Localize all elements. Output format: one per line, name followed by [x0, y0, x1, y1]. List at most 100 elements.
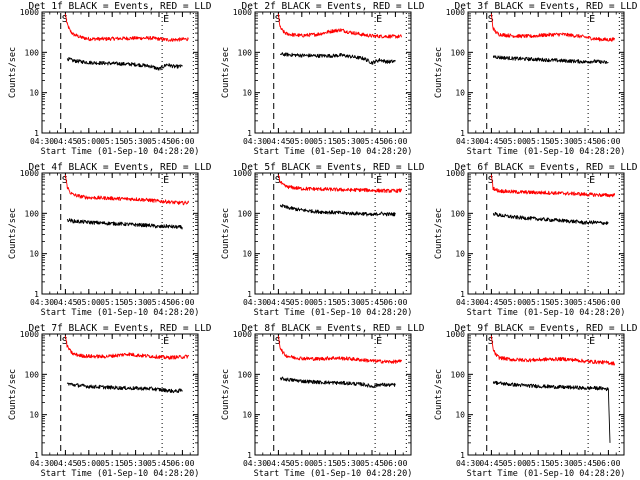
y-tick-label: 10: [242, 411, 252, 420]
plot-title: Det 6f BLACK = Events, RED = LLD: [454, 162, 637, 173]
y-tick-label: 100: [451, 48, 466, 57]
subplot-det-9: Det 9f BLACK = Events, RED = LLD 1 10 100 10…: [434, 323, 638, 479]
series-events-black: [492, 212, 609, 226]
marker-label-S: S: [275, 175, 281, 186]
x-axis-label: Start Time (01-Sep-10 04:28:20): [254, 308, 413, 318]
series-events-black: [492, 380, 611, 443]
y-tick-label: 10: [455, 250, 465, 259]
x-axis-label: Start Time (01-Sep-10 04:28:20): [41, 308, 200, 318]
x-tick-label: 05:30: [124, 459, 148, 468]
y-tick-label: 1000: [446, 8, 465, 17]
y-tick-label: 1: [247, 129, 252, 138]
x-tick-label: 05:30: [337, 459, 361, 468]
y-tick-label: 100: [238, 48, 253, 57]
x-tick-label: 06:00: [596, 137, 620, 146]
x-tick-label: 05:30: [124, 298, 148, 307]
y-tick-label: 10: [29, 250, 39, 259]
x-tick-label: 05:15: [313, 137, 337, 146]
y-tick-label: 100: [238, 370, 253, 379]
y-axis-label: Counts/sec: [434, 208, 444, 259]
plot-frame: [41, 333, 199, 456]
y-tick-label: 1000: [446, 169, 465, 178]
x-tick-label: 05:45: [360, 298, 384, 307]
y-tick-label: 10: [242, 89, 252, 98]
series-lld-red: [64, 174, 190, 206]
series-lld-red: [277, 13, 403, 39]
y-axis-label: Counts/sec: [221, 369, 231, 420]
x-tick-label: 04:45: [266, 459, 290, 468]
y-tick-label: 10: [29, 411, 39, 420]
x-tick-label: 04:45: [266, 137, 290, 146]
x-tick-label: 05:30: [124, 137, 148, 146]
x-tick-label: 05:15: [313, 298, 337, 307]
y-axis-label: Counts/sec: [8, 208, 18, 259]
marker-label-E: E: [376, 336, 382, 347]
y-axis-label: Counts/sec: [221, 47, 231, 98]
x-tick-label: 04:45: [53, 137, 77, 146]
plot-frame: [41, 11, 199, 134]
x-tick-label: 06:00: [596, 298, 620, 307]
series-events-black: [279, 376, 396, 389]
y-tick-label: 1000: [446, 330, 465, 339]
x-axis-label: Start Time (01-Sep-10 04:28:20): [467, 469, 626, 479]
y-axis-label: Counts/sec: [8, 369, 18, 420]
x-axis-label: Start Time (01-Sep-10 04:28:20): [41, 147, 200, 157]
x-axis-label: Start Time (01-Sep-10 04:28:20): [254, 147, 413, 157]
plot-frame: [254, 333, 412, 456]
x-tick-label: 05:30: [337, 137, 361, 146]
subplot-det-5: Det 5f BLACK = Events, RED = LLD 1 10 100 10…: [221, 162, 425, 318]
x-tick-label: 05:15: [100, 298, 124, 307]
x-tick-label: 04:30: [30, 298, 54, 307]
x-tick-label: 06:00: [170, 298, 194, 307]
series-lld-red: [277, 335, 403, 364]
marker-label-E: E: [376, 14, 382, 25]
x-tick-label: 04:45: [53, 459, 77, 468]
marker-label-E: E: [163, 175, 169, 186]
x-tick-label: 04:30: [30, 459, 54, 468]
series-events-black: [66, 218, 183, 230]
x-axis-label: Start Time (01-Sep-10 04:28:20): [467, 147, 626, 157]
y-tick-label: 1000: [233, 330, 252, 339]
series-events-black: [279, 203, 396, 217]
x-tick-label: 05:15: [526, 459, 550, 468]
x-tick-label: 06:00: [170, 459, 194, 468]
x-tick-label: 05:45: [573, 459, 597, 468]
x-axis-label: Start Time (01-Sep-10 04:28:20): [254, 469, 413, 479]
x-tick-label: 05:15: [526, 137, 550, 146]
x-tick-label: 06:00: [170, 137, 194, 146]
subplot-det-6: Det 6f BLACK = Events, RED = LLD 1 10 100 10…: [434, 162, 638, 318]
y-tick-label: 10: [455, 411, 465, 420]
x-tick-label: 05:00: [290, 298, 314, 307]
x-tick-label: 05:15: [100, 137, 124, 146]
y-tick-label: 1: [247, 451, 252, 460]
plot-frame: [254, 172, 412, 295]
y-tick-label: 1: [34, 129, 39, 138]
plot-frame: [467, 11, 625, 134]
subplot-det-8: Det 8f BLACK = Events, RED = LLD 1 10 100 10…: [221, 323, 425, 479]
x-tick-label: 06:00: [383, 298, 407, 307]
y-tick-label: 1: [247, 290, 252, 299]
x-tick-label: 05:00: [290, 459, 314, 468]
plot-title: Det 1f BLACK = Events, RED = LLD: [28, 1, 211, 12]
x-tick-label: 05:00: [503, 298, 527, 307]
y-tick-label: 100: [238, 209, 253, 218]
plot-title: Det 4f BLACK = Events, RED = LLD: [28, 162, 211, 173]
y-tick-label: 1000: [20, 8, 39, 17]
marker-label-S: S: [62, 336, 68, 347]
y-tick-label: 100: [25, 209, 40, 218]
x-tick-label: 04:30: [30, 137, 54, 146]
x-tick-label: 04:30: [456, 298, 480, 307]
subplot-det-1: Det 1f BLACK = Events, RED = LLD 1 10 100 10…: [8, 1, 212, 157]
x-tick-label: 04:30: [243, 137, 267, 146]
series-events-black: [279, 52, 396, 65]
x-tick-label: 05:00: [77, 459, 101, 468]
x-tick-label: 05:45: [147, 137, 171, 146]
x-tick-label: 04:45: [53, 298, 77, 307]
y-tick-label: 10: [29, 89, 39, 98]
x-axis-label: Start Time (01-Sep-10 04:28:20): [467, 308, 626, 318]
y-axis-label: Counts/sec: [434, 369, 444, 420]
marker-label-E: E: [163, 336, 169, 347]
x-tick-label: 05:30: [550, 137, 574, 146]
series-events-black: [66, 382, 183, 394]
